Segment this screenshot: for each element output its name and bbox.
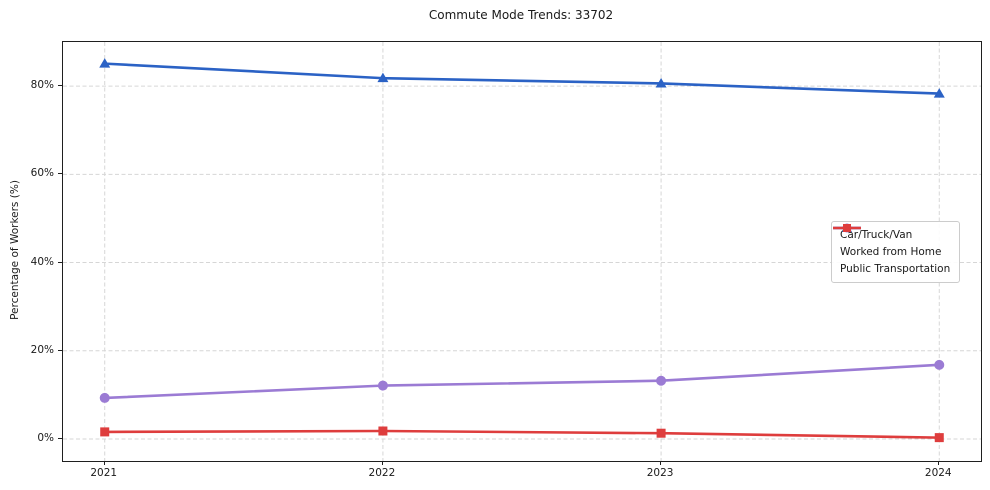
x-tick-label: 2021 xyxy=(90,467,118,479)
x-tick-mark xyxy=(103,461,105,465)
marker-circle-worked-from-home xyxy=(656,375,667,386)
chart-title: Commute Mode Trends: 33702 xyxy=(428,8,614,22)
x-tick-label: 2024 xyxy=(924,467,952,479)
y-tick-label: 80% xyxy=(30,79,54,92)
marker-circle-worked-from-home xyxy=(377,380,388,391)
legend-swatch-square-icon xyxy=(833,224,861,232)
plot-area: Car/Truck/Van Worked from Home Public Tran… xyxy=(62,41,982,462)
y-tick-label: 60% xyxy=(30,167,54,180)
marker-triangle-car-truck-van xyxy=(99,58,111,68)
y-axis-label: Percentage of Workers (%) xyxy=(9,180,21,320)
x-tick-mark xyxy=(381,461,383,465)
marker-triangle-car-truck-van xyxy=(933,88,945,98)
marker-circle-worked-from-home xyxy=(934,359,945,370)
marker-triangle-car-truck-van xyxy=(655,77,667,88)
y-tick-mark xyxy=(58,437,62,439)
x-tick-label: 2023 xyxy=(646,467,674,479)
marker-circle-worked-from-home xyxy=(99,392,110,403)
y-tick-mark xyxy=(58,85,62,87)
marker-square-public-transportation xyxy=(934,433,944,443)
legend-item-public-transportation: Public Transportation xyxy=(833,224,951,276)
legend-item-worked-from-home: Worked from Home xyxy=(833,223,950,259)
y-tick-mark xyxy=(58,173,62,175)
x-tick-mark xyxy=(938,461,940,465)
y-tick-label: 0% xyxy=(37,431,54,444)
series-line-car-truck-van xyxy=(103,62,941,95)
legend-label: Public Transportation xyxy=(840,263,951,275)
y-tick-mark xyxy=(58,261,62,263)
legend: Car/Truck/Van Worked from Home Public Tran… xyxy=(831,221,961,283)
series-line-worked-from-home xyxy=(103,363,941,400)
x-tick-label: 2022 xyxy=(368,467,396,479)
legend-label: Car/Truck/Van xyxy=(840,229,913,241)
x-tick-mark xyxy=(660,461,662,465)
legend-label: Worked from Home xyxy=(840,246,942,258)
marker-square-public-transportation xyxy=(378,426,388,436)
y-tick-label: 40% xyxy=(30,255,54,268)
marker-square-public-transportation xyxy=(656,428,666,438)
y-tick-mark xyxy=(58,349,62,351)
y-tick-label: 20% xyxy=(30,343,54,356)
marker-square-public-transportation xyxy=(100,427,110,437)
series-line-public-transportation xyxy=(103,429,941,439)
marker-triangle-car-truck-van xyxy=(377,72,389,83)
